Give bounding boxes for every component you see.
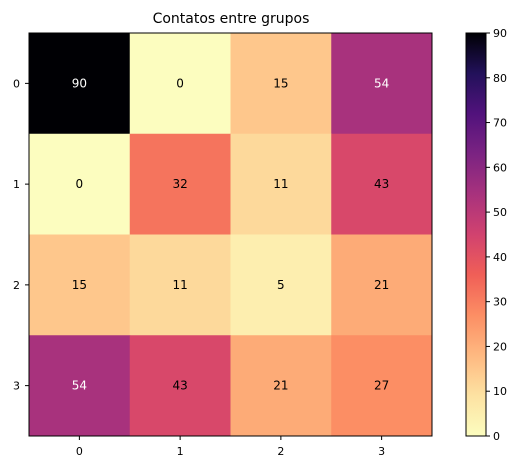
colorbar-ticks: 0 10 20 30 40 50 60 70 80 90 bbox=[486, 27, 507, 443]
x-tick-label: 2 bbox=[277, 445, 284, 458]
colorbar bbox=[465, 32, 487, 437]
y-tick-label: 2 bbox=[13, 279, 20, 292]
y-tick-label: 1 bbox=[13, 178, 20, 191]
cell-value-label: 11 bbox=[273, 177, 288, 191]
heatmap-cell-r2-c3 bbox=[331, 234, 433, 336]
heatmap-cells bbox=[29, 33, 433, 437]
colorbar-tick-label: 0 bbox=[493, 430, 500, 443]
heatmap-cell-r0-c0 bbox=[29, 33, 131, 135]
cell-value-label: 43 bbox=[374, 177, 389, 191]
y-tick-label: 3 bbox=[13, 380, 20, 393]
heatmap-cell-r3-c1 bbox=[129, 335, 231, 437]
heatmap-frame bbox=[28, 32, 433, 437]
heatmap-cell-r2-c1 bbox=[129, 234, 231, 336]
heatmap-cell-r1-c1 bbox=[129, 133, 231, 235]
cell-value-label: 54 bbox=[72, 379, 87, 393]
colorbar-tick-label: 80 bbox=[493, 72, 507, 85]
heatmap-cell-r0-c2 bbox=[230, 33, 332, 135]
cell-value-label: 27 bbox=[374, 379, 389, 393]
chart-title: Contatos entre grupos bbox=[153, 11, 310, 27]
cell-value-label: 0 bbox=[176, 76, 184, 90]
cell-value-label: 11 bbox=[172, 278, 187, 292]
cell-value-label: 15 bbox=[72, 278, 87, 292]
cell-value-label: 5 bbox=[277, 278, 285, 292]
cell-value-label: 21 bbox=[273, 379, 288, 393]
colorbar-tick-label: 10 bbox=[493, 385, 507, 398]
heatmap-cell-r1-c0 bbox=[29, 133, 131, 235]
heatmap-cell-r1-c2 bbox=[230, 133, 332, 235]
heatmap-cell-r0-c3 bbox=[331, 33, 433, 135]
heatmap-cell-r3-c3 bbox=[331, 335, 433, 437]
x-tick-label: 3 bbox=[378, 445, 385, 458]
colorbar-tick-label: 60 bbox=[493, 161, 507, 174]
heatmap-cell-r3-c2 bbox=[230, 335, 332, 437]
cell-value-label: 0 bbox=[76, 177, 84, 191]
colorbar-tick-label: 20 bbox=[493, 340, 507, 353]
cell-value-label: 43 bbox=[172, 379, 187, 393]
colorbar-tick-label: 90 bbox=[493, 27, 507, 40]
colorbar-tick-label: 40 bbox=[493, 251, 507, 264]
cell-value-label: 90 bbox=[72, 76, 87, 90]
colorbar-tick-label: 70 bbox=[493, 117, 507, 130]
heatmap-value-labels: 90 0 15 54 0 32 11 43 15 11 5 21 54 43 21 27 bbox=[72, 76, 390, 392]
colorbar-tick-label: 30 bbox=[493, 296, 507, 309]
y-axis-ticks: 0 1 2 3 bbox=[13, 77, 29, 393]
cell-value-label: 21 bbox=[374, 278, 389, 292]
cell-value-label: 54 bbox=[374, 76, 389, 90]
heatmap-cell-r0-c1 bbox=[129, 33, 231, 135]
x-tick-label: 0 bbox=[76, 445, 83, 458]
x-axis-ticks: 0 1 2 3 bbox=[76, 436, 385, 458]
heatmap-cell-r3-c0 bbox=[29, 335, 131, 437]
y-tick-label: 0 bbox=[13, 77, 20, 90]
heatmap-cell-r1-c3 bbox=[331, 133, 433, 235]
colorbar-tick-label: 50 bbox=[493, 206, 507, 219]
heatmap-cell-r2-c2 bbox=[230, 234, 332, 336]
x-tick-label: 1 bbox=[177, 445, 184, 458]
heatmap-cell-r2-c0 bbox=[29, 234, 131, 336]
cell-value-label: 15 bbox=[273, 76, 288, 90]
cell-value-label: 32 bbox=[172, 177, 187, 191]
